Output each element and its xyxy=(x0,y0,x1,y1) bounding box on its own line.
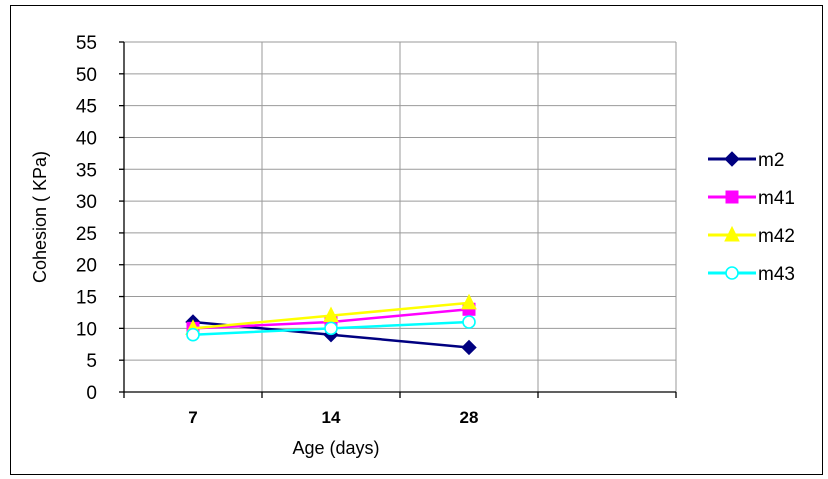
y-axis-title: Cohesion ( KPa) xyxy=(30,151,50,283)
y-tick-label: 35 xyxy=(76,160,97,181)
chart-frame xyxy=(10,5,823,475)
legend-marker xyxy=(725,190,739,204)
y-tick-label: 10 xyxy=(76,319,97,340)
y-tick-label: 50 xyxy=(76,65,97,86)
x-tick-label: 28 xyxy=(460,408,479,427)
y-tick-label: 25 xyxy=(76,224,97,245)
data-point-m42 xyxy=(461,293,477,310)
legend-item-m41: m41 xyxy=(708,188,795,209)
legend-marker xyxy=(724,225,740,242)
data-point-m43 xyxy=(186,327,200,342)
data-point-m2 xyxy=(461,339,477,356)
x-axis-title: Age (days) xyxy=(292,438,379,458)
legend-item-m2: m2 xyxy=(708,150,784,171)
y-tick-label: 45 xyxy=(76,97,97,118)
legend-label: m43 xyxy=(758,264,795,285)
x-tick-label: 14 xyxy=(322,408,341,427)
y-tick-label: 55 xyxy=(76,33,97,54)
y-tick-label: 30 xyxy=(76,192,97,213)
legend-label: m42 xyxy=(758,226,795,247)
y-tick-label: 40 xyxy=(76,128,97,149)
legend-label: m41 xyxy=(758,188,795,209)
y-tick-label: 20 xyxy=(76,256,97,277)
y-tick-label: 5 xyxy=(86,351,97,372)
legend-item-m42: m42 xyxy=(708,225,795,247)
legend-label: m2 xyxy=(758,150,784,171)
legend-marker xyxy=(724,151,740,167)
y-tick-label: 15 xyxy=(76,288,97,309)
legend-marker xyxy=(725,266,739,280)
data-point-m43 xyxy=(462,315,476,329)
y-tick-label: 0 xyxy=(86,383,97,404)
x-tick-label: 7 xyxy=(188,408,197,427)
legend-item-m43: m43 xyxy=(708,264,795,285)
series-m43 xyxy=(186,315,476,342)
data-point-m43 xyxy=(324,321,338,336)
